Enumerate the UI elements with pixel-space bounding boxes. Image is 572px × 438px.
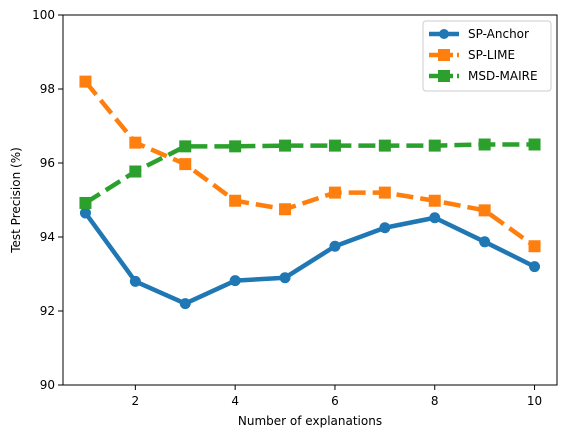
legend-marker — [438, 70, 450, 82]
x-axis: 2 4 6 8 10 — [132, 385, 542, 408]
legend-marker — [439, 29, 449, 39]
data-point — [179, 140, 192, 153]
data-point — [378, 139, 391, 152]
x-tick-label: 2 — [132, 394, 140, 408]
legend-item: SP-Anchor — [429, 27, 529, 41]
data-point — [478, 204, 491, 217]
data-point — [229, 194, 242, 207]
legend-label: SP-LIME — [468, 48, 515, 62]
data-point — [428, 194, 441, 207]
y-tick-label: 90 — [40, 378, 55, 392]
legend-marker — [438, 49, 450, 61]
data-point — [129, 136, 142, 149]
data-point — [129, 165, 142, 178]
data-point — [328, 186, 341, 199]
data-point — [179, 158, 192, 171]
data-point — [429, 212, 441, 224]
data-point — [79, 207, 91, 219]
data-point — [328, 139, 341, 152]
legend: SP-Anchor SP-LIME MSD-MAIRE — [422, 20, 552, 92]
x-tick-label: 4 — [231, 394, 239, 408]
data-point — [179, 298, 191, 310]
data-point — [428, 139, 441, 152]
series-sp-anchor — [79, 207, 541, 310]
series-line — [83, 80, 536, 249]
y-tick-label: 98 — [40, 82, 55, 96]
data-point — [378, 186, 391, 199]
series-line — [84, 142, 535, 205]
y-tick-label: 92 — [40, 304, 55, 318]
data-point — [279, 272, 291, 284]
y-tick-label: 100 — [32, 8, 55, 22]
x-tick-label: 8 — [431, 394, 439, 408]
data-point — [329, 240, 341, 252]
data-point — [229, 275, 241, 287]
data-point — [478, 138, 491, 151]
data-point — [279, 139, 292, 152]
data-point — [529, 261, 541, 273]
y-axis: 90 92 94 96 98 100 — [32, 8, 63, 392]
legend-label: SP-Anchor — [468, 27, 529, 41]
legend-label: MSD-MAIRE — [468, 69, 538, 83]
data-point — [79, 196, 92, 209]
x-tick-label: 6 — [331, 394, 339, 408]
data-point — [528, 138, 541, 151]
legend-frame — [422, 20, 552, 92]
legend-item: SP-LIME — [429, 48, 515, 62]
data-point — [279, 203, 292, 216]
plot-area — [62, 14, 558, 386]
data-point — [528, 240, 541, 253]
y-axis-label: Test Precision (%) — [9, 147, 23, 254]
y-tick-label: 94 — [40, 230, 55, 244]
x-axis-label: Number of explanations — [238, 414, 382, 428]
data-point — [479, 236, 491, 248]
data-point — [79, 75, 92, 88]
data-point — [129, 275, 141, 287]
axes-frame — [62, 14, 558, 386]
data-point — [229, 140, 242, 153]
data-point — [379, 222, 391, 234]
y-tick-label: 96 — [40, 156, 55, 170]
series-sp-lime — [79, 75, 541, 253]
series-line — [83, 211, 536, 306]
legend-item: MSD-MAIRE — [429, 69, 538, 83]
series-msd-maire — [79, 138, 541, 209]
x-tick-label: 10 — [527, 394, 542, 408]
